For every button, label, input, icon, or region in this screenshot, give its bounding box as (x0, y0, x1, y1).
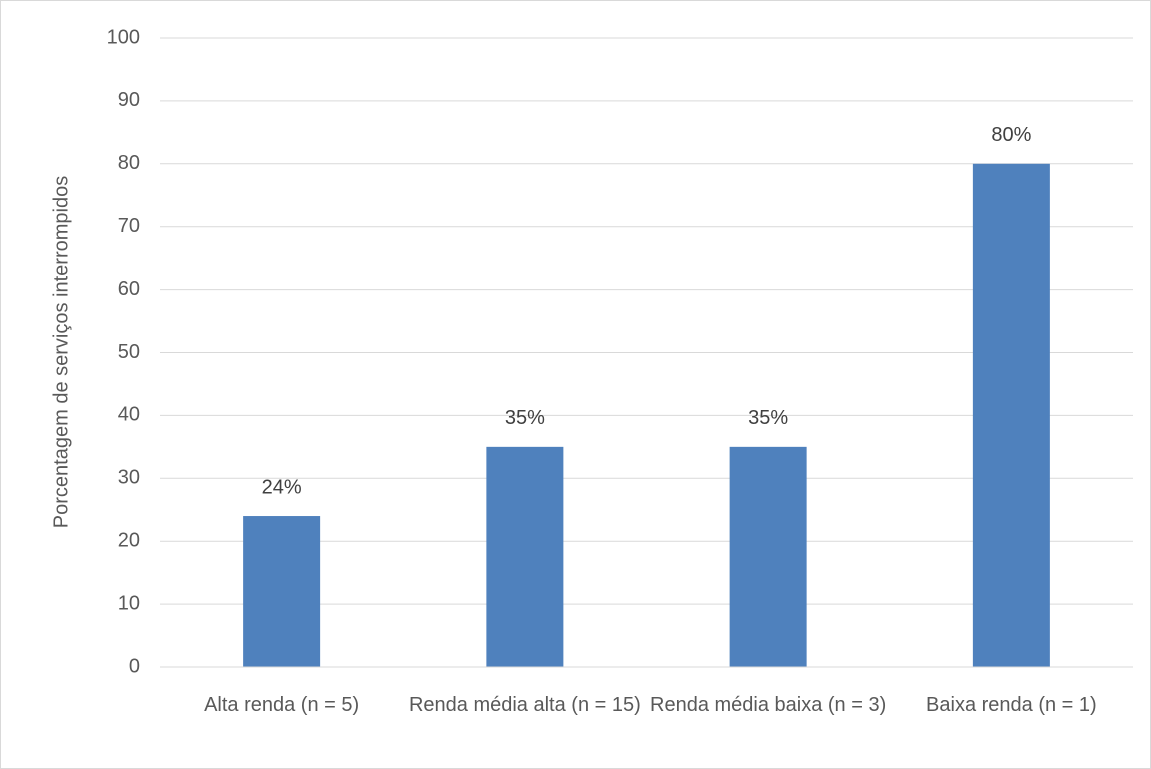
y-tick-label: 10 (118, 592, 140, 614)
y-tick-label: 60 (118, 278, 140, 300)
data-label: 24% (262, 476, 302, 498)
y-tick-label: 90 (118, 89, 140, 111)
data-label: 35% (748, 407, 788, 429)
y-tick-label: 20 (118, 529, 140, 551)
y-tick-label: 50 (118, 341, 140, 363)
y-tick-label: 30 (118, 467, 140, 489)
y-tick-label: 0 (129, 655, 140, 677)
x-tick-label: Baixa renda (n = 1) (926, 694, 1097, 716)
bar (972, 163, 1050, 668)
data-label: 35% (505, 407, 545, 429)
y-tick-label: 80 (118, 152, 140, 174)
bar (243, 516, 321, 667)
y-tick-label: 100 (107, 26, 140, 48)
y-tick-label: 40 (118, 404, 140, 426)
x-tick-label: Alta renda (n = 5) (204, 694, 359, 716)
bar (486, 446, 564, 667)
y-axis-label: Porcentagem de serviços interrompidos (50, 176, 72, 528)
y-tick-label: 70 (118, 215, 140, 237)
data-label: 80% (991, 124, 1031, 146)
bar (729, 446, 807, 667)
x-tick-label: Renda média baixa (n = 3) (650, 694, 886, 716)
x-tick-label: Renda média alta (n = 15) (409, 694, 641, 716)
